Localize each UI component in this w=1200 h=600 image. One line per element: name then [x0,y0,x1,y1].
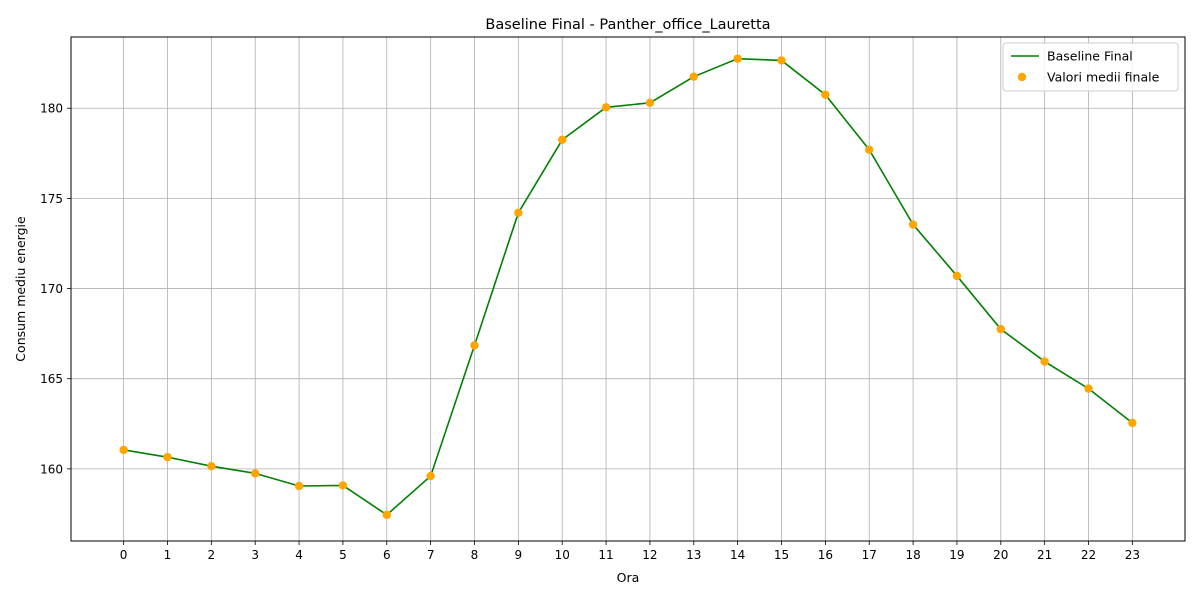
x-tick-label: 22 [1081,548,1096,562]
scatter-point [1084,384,1093,393]
y-tick-label: 170 [40,282,63,296]
y-axis-label: Consum mediu energie [13,216,28,362]
scatter-point [865,145,874,154]
x-tick-label: 13 [686,548,701,562]
series-line-baseline-final [123,57,1133,516]
x-tick-label: 21 [1037,548,1052,562]
legend-scatter-marker [1017,72,1027,82]
scatter-point [251,469,260,478]
x-tick-label: 23 [1125,548,1140,562]
x-tick-label: 8 [471,548,479,562]
grid [71,37,1185,541]
scatter-point [470,341,479,350]
x-tick-label: 3 [251,548,259,562]
chart-title: Baseline Final - Panther_office_Lauretta [485,17,770,33]
x-tick-label: 9 [515,548,523,562]
x-tick-label: 19 [949,548,964,562]
x-tick-label: 16 [818,548,833,562]
scatter-point [996,324,1005,334]
legend-label-valori: Valori medii finale [1047,70,1160,85]
scatter-point [1128,418,1137,428]
scatter-point [558,135,567,144]
scatter-point [1040,357,1049,366]
scatter-point [645,98,655,108]
scatter-point [514,208,523,218]
x-tick-label: 11 [598,548,613,562]
scatter-point [294,481,304,491]
x-tick-label: 6 [383,548,391,562]
scatter-point [382,510,391,520]
y-tick-label: 175 [40,192,63,206]
scatter-point [777,56,786,65]
y-tick-label: 165 [40,372,63,386]
legend: Baseline Final Valori medii finale [1002,42,1179,92]
scatter-point [908,220,918,229]
x-tick-label: 12 [642,548,657,562]
y-axis: 160 165 170 175 180 [40,102,71,476]
x-axis: 0 1 2 3 4 5 6 7 8 9 10 11 12 13 14 15 16 17 18 19 20 21 22 23 [120,541,1140,562]
scatter-point [952,271,962,281]
scatter-point [733,54,742,63]
x-axis-label: Ora [617,570,640,585]
plot-frame [70,36,1186,542]
x-tick-label: 14 [730,548,745,562]
x-tick-label: 2 [208,548,216,562]
scatter-point [689,72,698,81]
legend-box [1002,42,1179,92]
scatter-point [119,445,128,455]
y-tick-label: 180 [40,102,63,116]
x-tick-label: 7 [427,548,435,562]
scatter-point [207,461,216,471]
x-tick-label: 5 [339,548,347,562]
x-tick-label: 10 [555,548,570,562]
scatter-point [821,90,830,99]
scatter-point [163,452,172,462]
legend-label-baseline: Baseline Final [1047,49,1133,64]
x-tick-label: 4 [295,548,303,562]
scatter-point [601,103,611,112]
x-tick-label: 15 [774,548,789,562]
scatter-point [338,481,348,490]
x-tick-label: 20 [993,548,1008,562]
x-tick-label: 17 [862,548,877,562]
scatter-point [426,471,435,481]
x-tick-label: 1 [164,548,172,562]
x-tick-label: 0 [120,548,128,562]
y-tick-label: 160 [40,462,63,476]
x-tick-label: 18 [905,548,920,562]
series-layer [119,54,1137,520]
